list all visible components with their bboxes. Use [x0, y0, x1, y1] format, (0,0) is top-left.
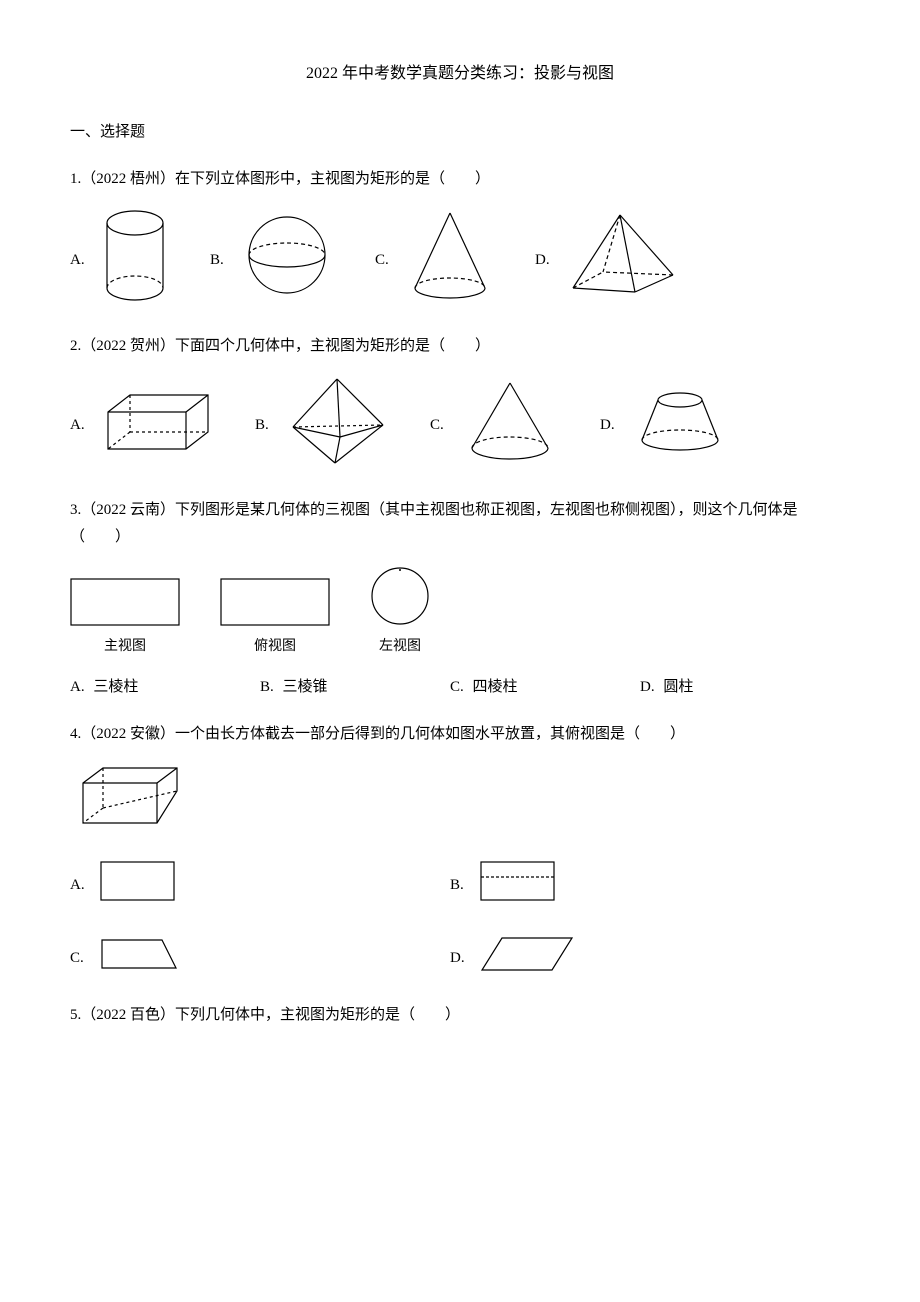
q2-option-a: A. — [70, 387, 215, 465]
question-1: 1.（2022 梧州）在下列立体图形中，主视图为矩形的是（ ） A. B. — [70, 166, 850, 313]
q3-option-a-label: A. — [70, 679, 85, 695]
q3-option-b-text: 三棱锥 — [283, 679, 328, 695]
q1-option-a-label: A. — [70, 247, 90, 274]
q4-option-c-label: C. — [70, 945, 90, 972]
q3-option-a: A. 三棱柱 — [70, 674, 260, 701]
q4-solid — [75, 763, 850, 841]
question-2-options: A. B. — [70, 375, 850, 477]
q3-option-a-text: 三棱柱 — [93, 679, 138, 695]
q4-option-d: D. — [450, 936, 830, 982]
q3-left-view: 左视图 — [370, 566, 430, 659]
question-3: 3.（2022 云南）下列图形是某几何体的三视图（其中主视图也称正视图，左视图也… — [70, 497, 850, 701]
q3-option-c-label: C. — [450, 679, 464, 695]
q3-top-label: 俯视图 — [254, 634, 296, 659]
q1-option-d-label: D. — [535, 247, 555, 274]
cuboid-icon — [100, 387, 215, 465]
q4-option-a: A. — [70, 861, 450, 911]
q3-three-views: 主视图 俯视图 左视图 — [70, 566, 850, 659]
circle-left-icon — [370, 566, 430, 626]
question-2-text: 2.（2022 贺州）下面四个几何体中，主视图为矩形的是（ ） — [70, 333, 850, 360]
sphere-icon — [240, 213, 335, 308]
q1-option-c: C. — [375, 208, 495, 313]
q3-front-view: 主视图 — [70, 578, 180, 659]
parallelogram-icon — [480, 936, 575, 982]
triangular-bipyramid-icon — [285, 375, 390, 477]
question-3-text: 3.（2022 云南）下列图形是某几何体的三视图（其中主视图也称正视图，左视图也… — [70, 497, 850, 551]
question-5-text: 5.（2022 百色）下列几何体中，主视图为矩形的是（ ） — [70, 1002, 850, 1029]
q1-option-b-label: B. — [210, 247, 230, 274]
q4-option-c: C. — [70, 936, 450, 982]
q3-option-c: C. 四棱柱 — [450, 674, 640, 701]
question-1-text: 1.（2022 梧州）在下列立体图形中，主视图为矩形的是（ ） — [70, 166, 850, 193]
frustum-icon — [630, 388, 730, 463]
cone-icon — [405, 208, 495, 313]
question-2: 2.（2022 贺州）下面四个几何体中，主视图为矩形的是（ ） A. B. — [70, 333, 850, 477]
q1-option-a: A. — [70, 208, 170, 313]
cut-cuboid-icon — [75, 763, 185, 831]
question-1-options: A. B. C. — [70, 208, 850, 313]
q4-option-b: B. — [450, 861, 830, 911]
question-4-options: A. B. C. D. — [70, 861, 850, 982]
q3-top-view: 俯视图 — [220, 578, 330, 659]
q2-option-b: B. — [255, 375, 390, 477]
rectangle-with-line-icon — [480, 861, 555, 911]
q3-option-b-label: B. — [260, 679, 274, 695]
cone-icon — [460, 378, 560, 473]
q3-option-c-text: 四棱柱 — [473, 679, 518, 695]
q4-option-b-label: B. — [450, 872, 470, 899]
q4-option-a-label: A. — [70, 872, 90, 899]
q4-option-d-label: D. — [450, 945, 470, 972]
q3-front-label: 主视图 — [104, 634, 146, 659]
q3-option-d-text: 圆柱 — [663, 679, 693, 695]
rectangle-icon — [100, 861, 175, 911]
q2-option-a-label: A. — [70, 412, 90, 439]
rectangle-front-icon — [70, 578, 180, 626]
q1-option-c-label: C. — [375, 247, 395, 274]
question-5: 5.（2022 百色）下列几何体中，主视图为矩形的是（ ） — [70, 1002, 850, 1029]
pyramid-icon — [565, 210, 680, 310]
q2-option-d-label: D. — [600, 412, 620, 439]
q2-option-b-label: B. — [255, 412, 275, 439]
trapezoid-icon — [100, 938, 178, 980]
question-3-options: A. 三棱柱 B. 三棱锥 C. 四棱柱 D. 圆柱 — [70, 674, 850, 701]
cylinder-icon — [100, 208, 170, 313]
q2-option-c-label: C. — [430, 412, 450, 439]
q2-option-c: C. — [430, 378, 560, 473]
question-4-text: 4.（2022 安徽）一个由长方体截去一部分后得到的几何体如图水平放置，其俯视图… — [70, 721, 850, 748]
section-heading: 一、选择题 — [70, 119, 850, 146]
q3-option-d: D. 圆柱 — [640, 674, 830, 701]
q2-option-d: D. — [600, 388, 730, 463]
rectangle-top-icon — [220, 578, 330, 626]
q3-left-label: 左视图 — [379, 634, 421, 659]
page-title: 2022 年中考数学真题分类练习：投影与视图 — [70, 60, 850, 89]
q3-option-b: B. 三棱锥 — [260, 674, 450, 701]
question-4: 4.（2022 安徽）一个由长方体截去一部分后得到的几何体如图水平放置，其俯视图… — [70, 721, 850, 982]
q1-option-b: B. — [210, 213, 335, 308]
q1-option-d: D. — [535, 210, 680, 310]
q3-option-d-label: D. — [640, 679, 655, 695]
